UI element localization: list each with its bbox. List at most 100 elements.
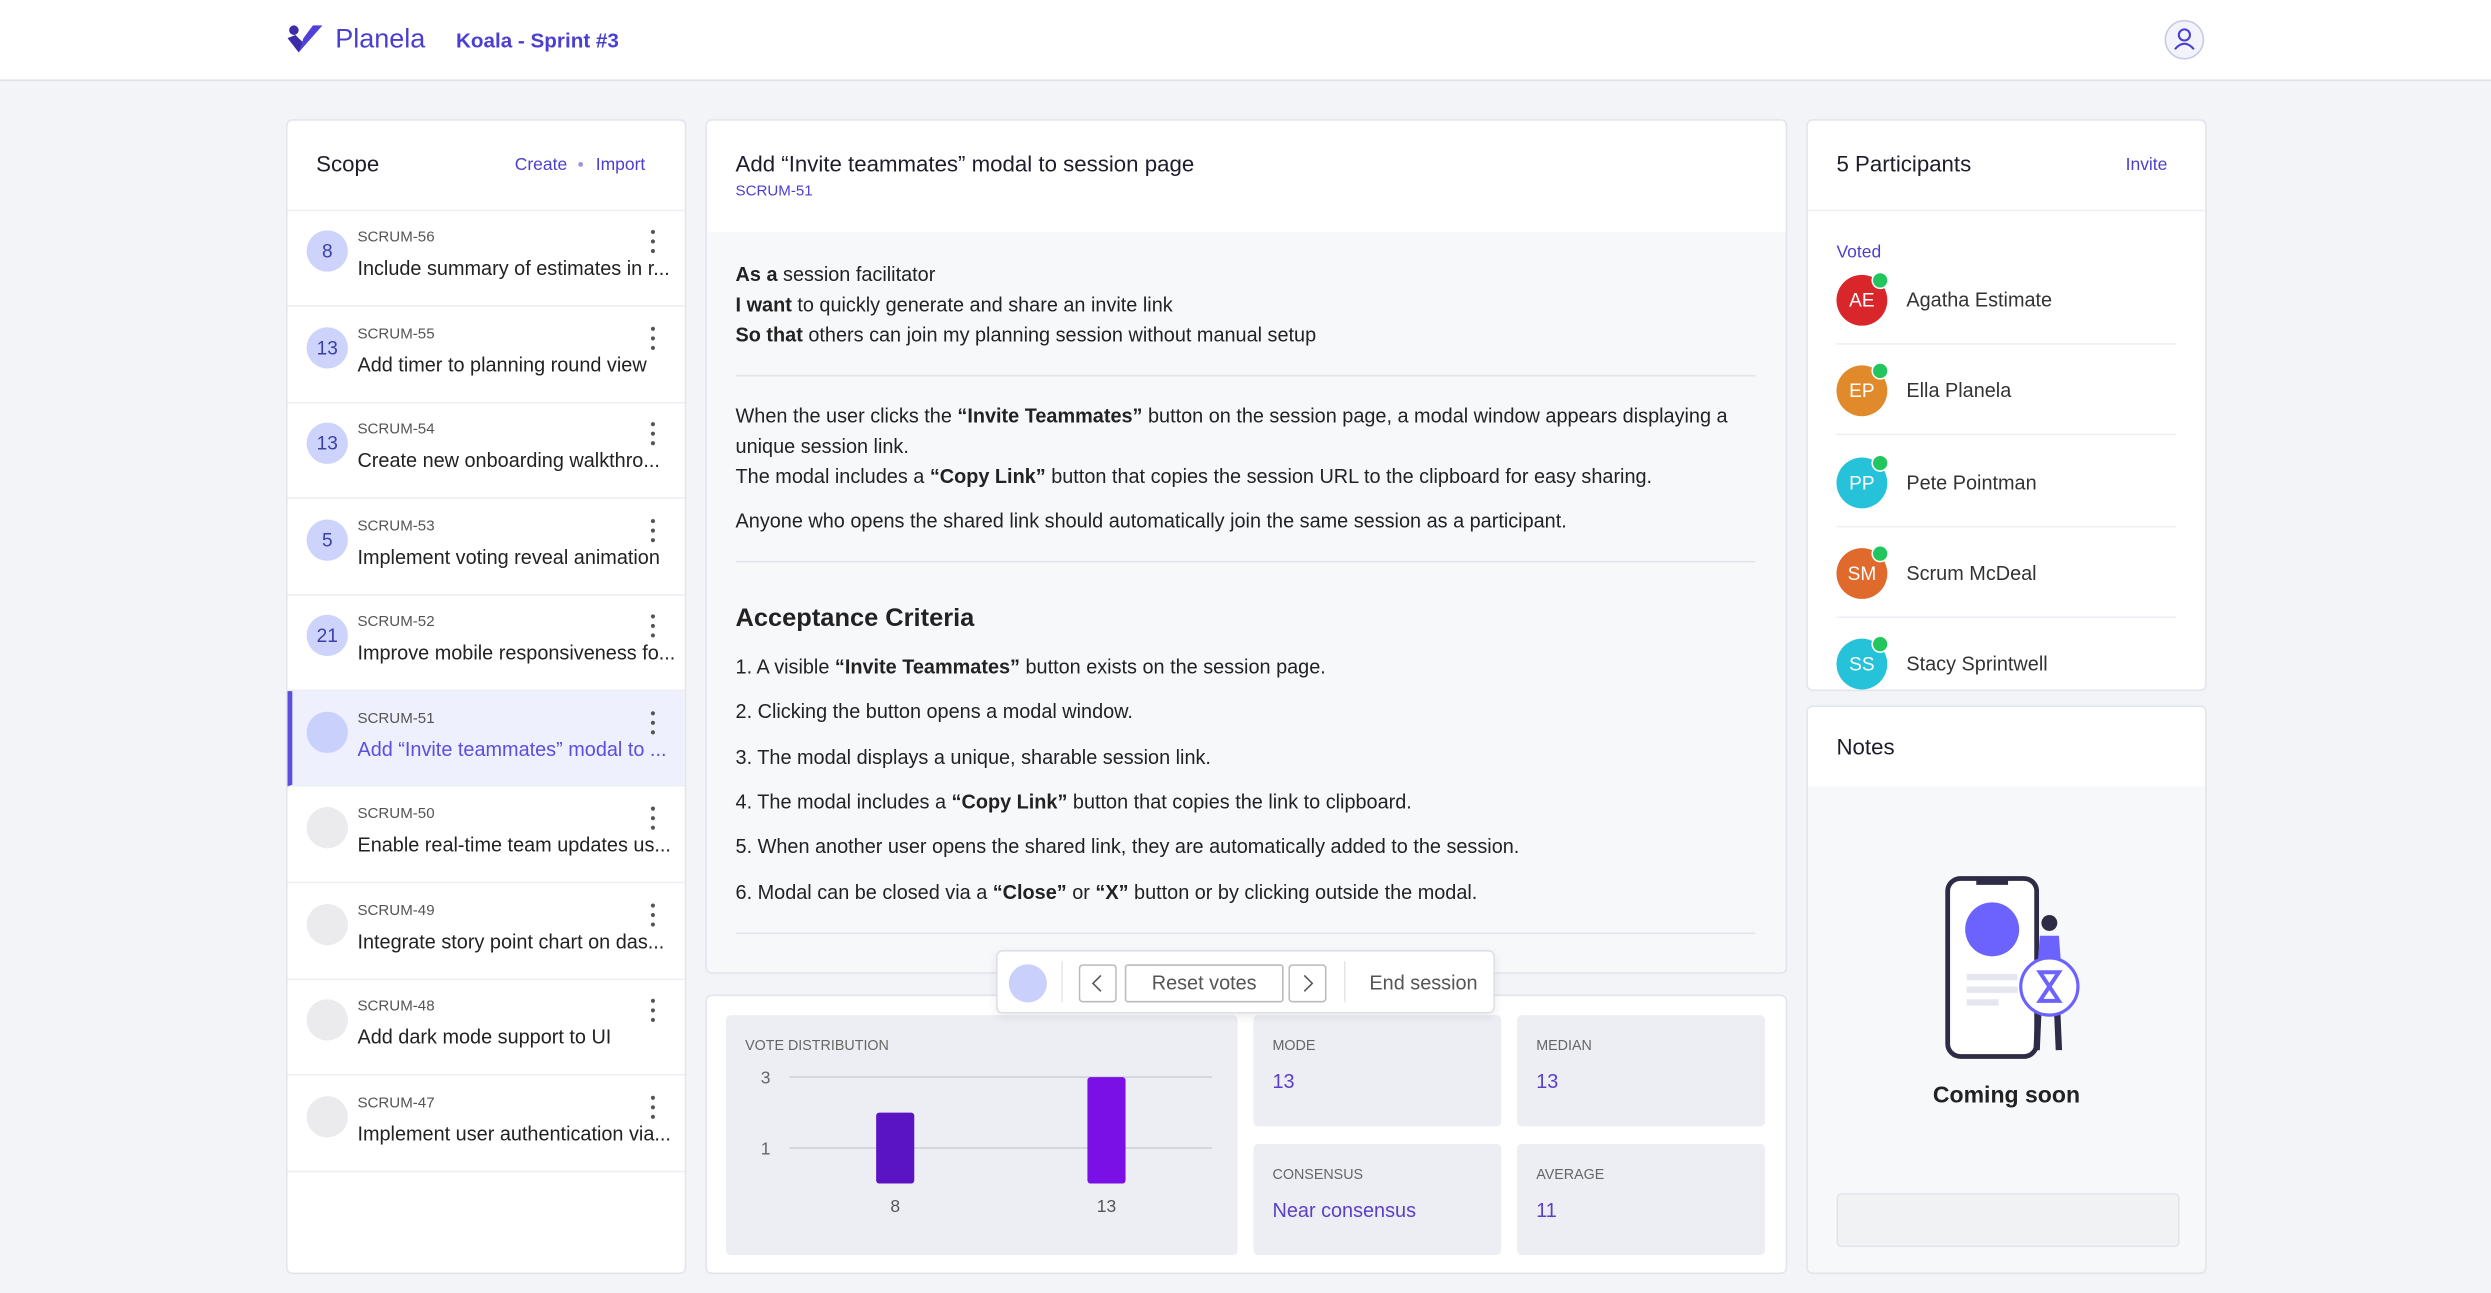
item-menu[interactable] — [648, 229, 658, 254]
scope-title: Scope — [316, 150, 380, 177]
text-segment: 6. Modal can be closed via a — [735, 880, 993, 904]
x-tick-label: 8 — [890, 1196, 900, 1216]
item-menu[interactable] — [648, 805, 658, 830]
stat-label: MEDIAN — [1536, 1037, 1592, 1054]
menu-dot — [650, 998, 656, 1003]
prev-button[interactable] — [1078, 964, 1117, 1003]
story-title: Include summary of estimates in r... — [357, 257, 670, 280]
item-menu[interactable] — [648, 325, 658, 350]
item-menu[interactable] — [648, 902, 658, 927]
y-tick-label: 1 — [761, 1138, 771, 1158]
description-line: Anyone who opens the shared link should … — [736, 507, 1737, 537]
scope-item[interactable]: SCRUM-49 Integrate story point chart on d… — [287, 882, 685, 980]
stat-value: 13 — [1536, 1070, 1559, 1093]
stat-label: CONSENSUS — [1272, 1166, 1364, 1182]
stat-value: 11 — [1536, 1199, 1557, 1222]
my-vote[interactable] — [1008, 964, 1047, 1003]
vote-distribution-card: VOTE DISTRIBUTION 1 3 8 13 — [726, 1015, 1238, 1256]
story-points — [306, 999, 348, 1041]
next-button[interactable] — [1288, 964, 1327, 1003]
menu-dot — [650, 422, 656, 427]
menu-dot — [650, 1017, 656, 1022]
notes-title: Notes — [1836, 733, 1895, 760]
text-segment: button or by clicking outside the modal. — [1128, 880, 1478, 904]
user-menu[interactable] — [2164, 19, 2205, 60]
online-dot — [1871, 635, 1889, 654]
logo-icon — [287, 25, 323, 53]
participant-name: Ella Planela — [1906, 380, 2012, 403]
story-title: Enable real-time team updates us... — [357, 834, 671, 857]
text-segment: “X” — [1095, 880, 1129, 904]
create-link[interactable]: Create — [514, 155, 568, 175]
criteria-item: 3. The modal displays a unique, sharable… — [736, 743, 1737, 773]
text-segment: session facilitator — [777, 263, 936, 286]
item-menu[interactable] — [648, 1094, 658, 1119]
story-key[interactable]: SCRUM-51 — [735, 182, 813, 201]
notes-input[interactable] — [1836, 1193, 2180, 1248]
story-title: Implement voting reveal animation — [357, 545, 660, 568]
online-dot — [1871, 362, 1889, 381]
participant-name: Scrum McDeal — [1906, 562, 2037, 585]
scope-panel: Scope Create Import 8 SCRUM-56 Include sum… — [285, 119, 687, 1275]
scope-item[interactable]: 8 SCRUM-56 Include summary of estimates in… — [287, 210, 685, 307]
stat-label: MODE — [1272, 1037, 1316, 1054]
menu-dot — [650, 1094, 656, 1100]
criteria-item: 1. A visible “Invite Teammates” button e… — [736, 653, 1737, 683]
group-label: Voted — [1836, 243, 1882, 263]
menu-dot — [650, 431, 656, 436]
criteria-item: 2. Clicking the button opens a modal win… — [736, 698, 1737, 728]
stat-value: Near consensus — [1272, 1199, 1417, 1222]
scope-item[interactable]: 21 SCRUM-52 Improve mobile responsiveness … — [287, 594, 685, 692]
text-segment: to quickly generate and share an invite … — [791, 293, 1173, 317]
story-points: 13 — [306, 326, 348, 368]
item-menu[interactable] — [648, 709, 658, 734]
menu-dot — [650, 729, 656, 734]
item-menu[interactable] — [648, 998, 658, 1023]
divider — [1807, 209, 2206, 212]
stat-card: MODE 13 — [1253, 1015, 1502, 1127]
text-segment: The modal includes a — [735, 465, 930, 488]
text-segment: button on the session page, a modal wind… — [735, 405, 1728, 458]
menu-dot — [650, 902, 656, 907]
story-key: SCRUM-50 — [357, 805, 435, 823]
session-controls: Reset votes End session — [996, 950, 1495, 1014]
divider — [735, 932, 1756, 935]
text-segment: So that — [735, 324, 803, 347]
item-menu[interactable] — [648, 613, 658, 638]
criteria-item: 5. When another user opens the shared li… — [736, 833, 1737, 863]
scope-item[interactable]: 13 SCRUM-54 Create new onboarding walkthro… — [287, 402, 685, 499]
item-menu[interactable] — [648, 517, 658, 542]
story-title: Add dark mode support to UI — [357, 1026, 612, 1049]
divider — [287, 209, 685, 212]
menu-dot — [650, 518, 656, 523]
scope-item[interactable]: SCRUM-50 Enable real-time team updates us… — [287, 786, 685, 884]
scope-item[interactable]: SCRUM-47 Implement user authentication vi… — [287, 1075, 685, 1172]
menu-dot — [650, 719, 656, 725]
reset-votes-button[interactable]: Reset votes — [1124, 964, 1284, 1003]
scope-item[interactable]: 13 SCRUM-55 Add timer to planning round vi… — [287, 306, 685, 403]
text-segment: 5. When another user opens the shared li… — [735, 835, 1520, 859]
story-title: Create new onboarding walkthro... — [357, 449, 660, 472]
scope-item[interactable]: 5 SCRUM-53 Implement voting reveal animati… — [287, 498, 685, 595]
scope-item[interactable]: SCRUM-51 Add “Invite teammates” modal to … — [287, 690, 685, 786]
invite-link[interactable]: Invite — [2125, 155, 2168, 175]
story-header — [706, 120, 1786, 232]
logo-text[interactable]: Planela — [335, 23, 426, 55]
story-key: SCRUM-51 — [357, 709, 435, 727]
menu-dot — [650, 345, 656, 350]
menu-dot — [650, 527, 656, 532]
import-link[interactable]: Import — [595, 155, 646, 175]
scope-item[interactable]: SCRUM-48 Add dark mode support to UI — [287, 979, 685, 1076]
text-segment: I want — [735, 293, 792, 317]
participant-name: Agatha Estimate — [1906, 289, 2053, 312]
session-name[interactable]: Koala - Sprint #3 — [455, 28, 619, 53]
text-segment: 4. The modal includes a — [735, 790, 952, 814]
user-story-line: So that others can join my planning sess… — [736, 321, 1737, 351]
y-tick-label: 3 — [761, 1067, 771, 1087]
end-session-button[interactable]: End session — [1369, 972, 1478, 995]
divider — [1836, 434, 2177, 436]
item-menu[interactable] — [648, 421, 658, 446]
divider — [1836, 343, 2177, 345]
participant-name: Stacy Sprintwell — [1906, 653, 2048, 676]
